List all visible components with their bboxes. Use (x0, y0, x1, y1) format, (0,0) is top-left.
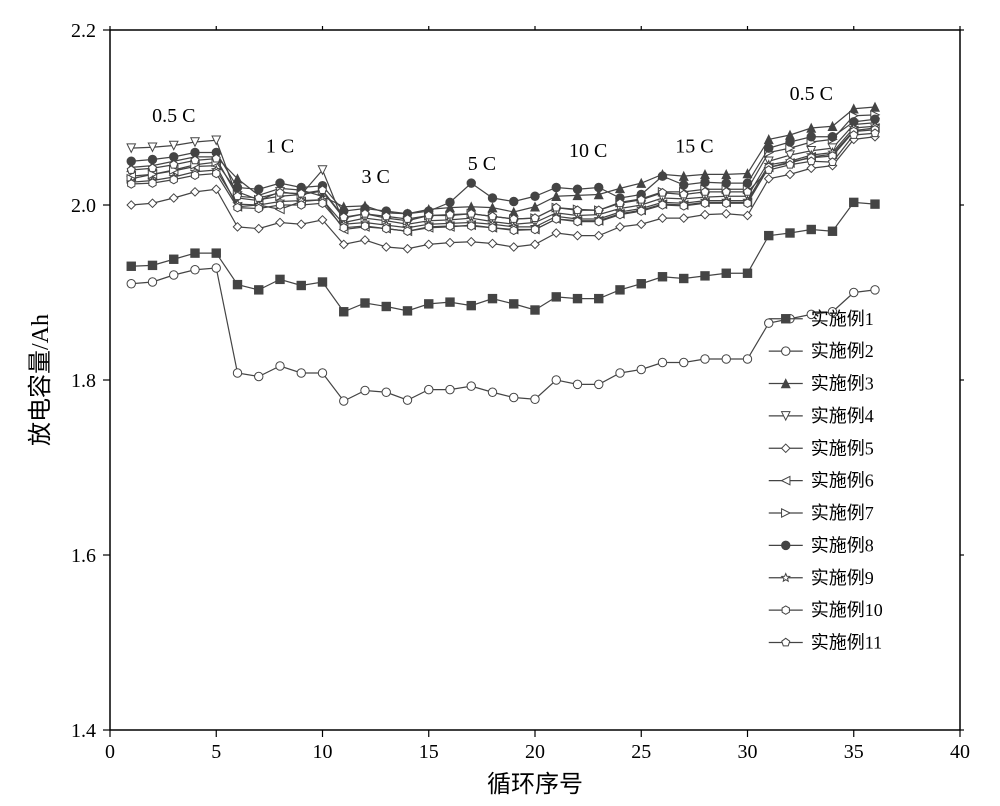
y-tick-label: 1.4 (71, 720, 96, 742)
x-tick-label: 40 (950, 741, 970, 763)
y-tick-label: 2.0 (71, 195, 96, 217)
x-tick-label: 0 (105, 741, 115, 763)
rate-capability-chart: 0 5 10 15 20 25 30 35 40 1.4 1.6 1.8 2.0 2.2 循环序号 放电容量/… (0, 0, 1000, 806)
rate-annotation: 3 C (361, 166, 389, 188)
x-tick-label: 10 (313, 741, 333, 763)
rate-annotation: 5 C (468, 153, 496, 175)
y-axis-label: 放电容量/Ah (27, 314, 54, 446)
y-tick-label: 1.6 (71, 545, 96, 567)
legend-label: 实施例7 (811, 503, 874, 523)
legend-label: 实施例10 (811, 600, 883, 620)
legend-label: 实施例5 (811, 438, 874, 458)
legend-label: 实施例3 (811, 374, 874, 394)
y-tick-label: 2.2 (71, 20, 96, 42)
rate-annotation: 15 C (675, 136, 713, 158)
legend-label: 实施例4 (811, 406, 874, 426)
x-tick-label: 25 (631, 741, 651, 763)
legend-label: 实施例9 (811, 568, 874, 588)
x-tick-label: 30 (738, 741, 758, 763)
legend-label: 实施例11 (811, 633, 882, 653)
legend-label: 实施例8 (811, 535, 874, 555)
rate-annotation: 0.5 C (790, 83, 833, 105)
x-tick-label: 5 (211, 741, 221, 763)
x-tick-label: 15 (419, 741, 439, 763)
rate-annotation: 1 C (266, 136, 294, 158)
legend-label: 实施例2 (811, 341, 874, 361)
x-axis-label: 循环序号 (487, 771, 583, 798)
x-tick-label: 20 (525, 741, 545, 763)
rate-annotation: 10 C (569, 140, 607, 162)
legend-label: 实施例1 (811, 309, 874, 329)
y-tick-label: 1.8 (71, 370, 96, 392)
legend-label: 实施例6 (811, 471, 874, 491)
rate-annotation: 0.5 C (152, 105, 195, 127)
x-tick-label: 35 (844, 741, 864, 763)
